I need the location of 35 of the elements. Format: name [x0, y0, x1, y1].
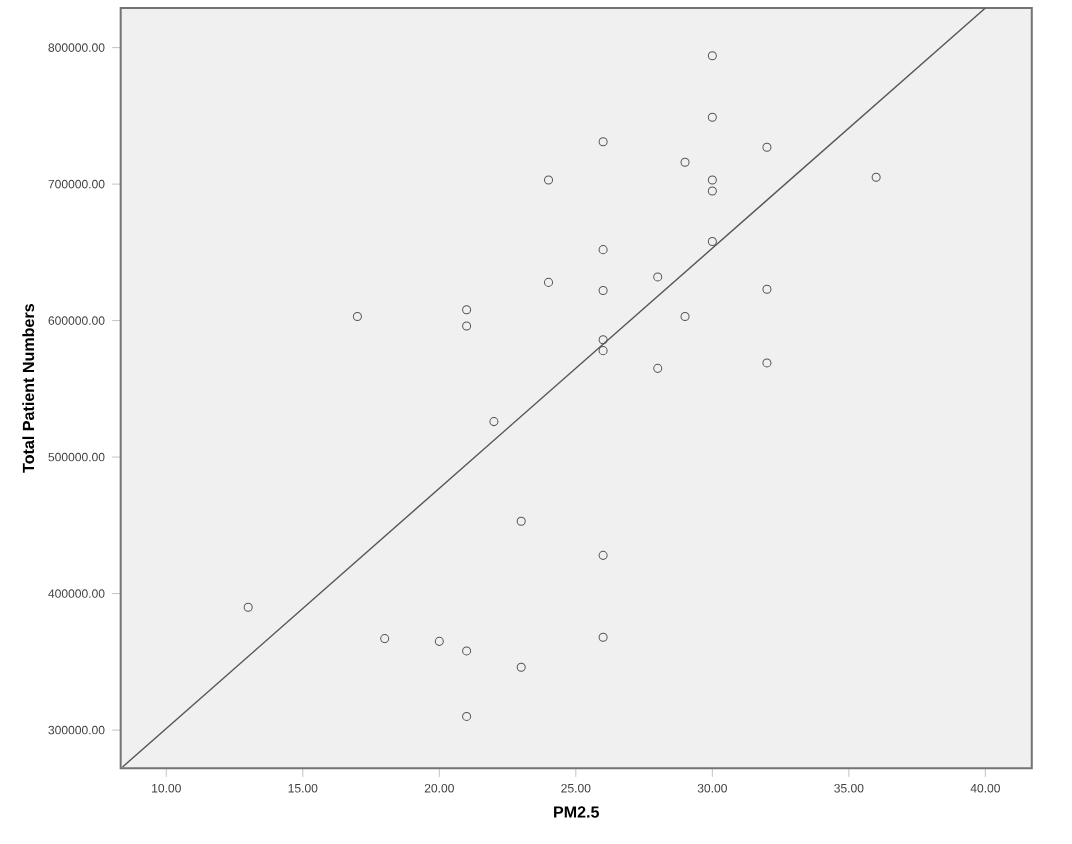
- point: [598, 345, 608, 355]
- point: [707, 175, 717, 185]
- point: [653, 363, 663, 373]
- point: [543, 175, 554, 185]
- x-axis-title: PM2.5: [554, 805, 600, 818]
- point: [243, 602, 253, 612]
- point: [707, 112, 717, 122]
- point: [598, 632, 608, 642]
- point: [489, 416, 499, 426]
- point: [680, 311, 690, 321]
- point: [516, 516, 526, 526]
- point: [707, 50, 717, 60]
- point: [653, 272, 663, 282]
- point: [462, 304, 472, 314]
- point: [871, 172, 881, 182]
- point: [462, 321, 472, 331]
- point: [462, 711, 472, 721]
- point: [516, 662, 526, 672]
- point: [380, 633, 390, 643]
- point: [707, 186, 717, 196]
- point: [707, 236, 717, 246]
- point: [680, 157, 690, 167]
- point: [598, 285, 608, 295]
- point: [598, 136, 608, 146]
- point: [762, 142, 772, 152]
- point: [762, 284, 772, 294]
- point: [543, 277, 554, 287]
- point: [352, 311, 362, 321]
- point: [598, 334, 608, 344]
- point: [434, 636, 444, 646]
- point: [462, 646, 472, 656]
- point: [762, 358, 772, 368]
- y-axis-title: Total Patient Numbers: [22, 303, 35, 473]
- point: [598, 244, 608, 254]
- point: [598, 550, 608, 560]
